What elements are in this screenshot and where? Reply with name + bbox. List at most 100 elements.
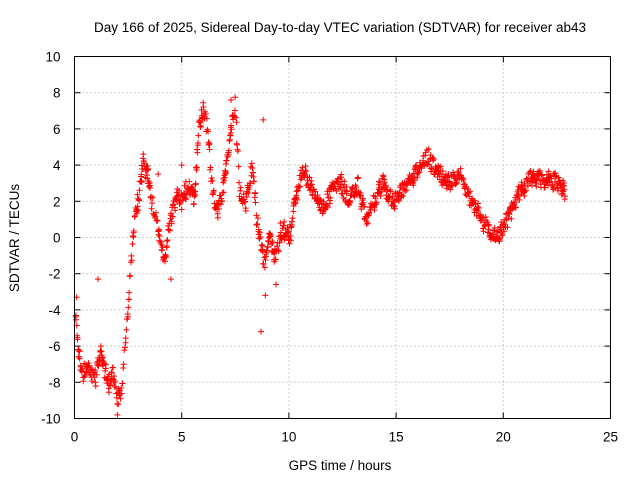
data-point: [380, 173, 387, 180]
data-point: [222, 170, 229, 177]
data-point: [439, 168, 446, 175]
data-point: [114, 411, 121, 418]
data-point: [193, 164, 200, 171]
data-point: [521, 192, 528, 199]
data-point: [533, 183, 540, 190]
data-point: [267, 232, 274, 239]
data-point: [221, 174, 228, 181]
data-point: [302, 163, 309, 170]
data-point: [158, 247, 165, 254]
data-point: [145, 183, 152, 190]
data-point: [276, 239, 283, 246]
data-point: [141, 158, 148, 165]
data-point: [118, 390, 125, 397]
data-point: [352, 190, 359, 197]
data-point: [545, 168, 552, 175]
data-point: [226, 137, 233, 144]
data-point: [117, 395, 124, 402]
data-point: [426, 161, 433, 168]
data-point: [475, 204, 482, 211]
data-point: [156, 233, 163, 240]
data-point: [400, 193, 407, 200]
x-tick-label: 25: [603, 430, 618, 445]
data-point: [149, 200, 156, 207]
data-point: [285, 228, 292, 235]
data-point: [122, 335, 129, 342]
data-point: [97, 347, 104, 354]
data-point: [294, 187, 301, 194]
data-point: [338, 190, 345, 197]
data-point: [275, 247, 282, 254]
data-point: [425, 145, 432, 152]
data-point: [446, 179, 453, 186]
data-point: [258, 241, 265, 248]
data-point: [309, 191, 316, 198]
data-point: [109, 364, 116, 371]
data-point: [181, 182, 188, 189]
data-point: [105, 389, 112, 396]
data-point: [539, 172, 546, 179]
data-point: [363, 221, 370, 228]
data-point: [205, 128, 212, 135]
data-point: [108, 369, 115, 376]
data-point: [372, 195, 379, 202]
data-point: [556, 177, 563, 184]
data-point: [172, 207, 179, 214]
data-point: [254, 221, 261, 228]
data-point: [232, 114, 239, 121]
data-point: [263, 247, 270, 254]
data-point: [254, 215, 261, 222]
data-point: [447, 186, 454, 193]
data-point: [234, 148, 241, 155]
data-point: [355, 174, 362, 181]
data-point: [72, 316, 79, 323]
data-point: [429, 157, 436, 164]
y-tick-label: -10: [41, 412, 61, 427]
data-point: [561, 186, 568, 193]
data-point: [155, 171, 162, 178]
data-point: [259, 242, 266, 249]
data-point: [168, 220, 175, 227]
data-point: [164, 238, 171, 244]
data-point: [493, 229, 500, 236]
data-point: [164, 237, 171, 244]
data-point: [129, 241, 136, 248]
data-point: [121, 344, 128, 351]
data-point: [260, 116, 267, 123]
data-point: [237, 184, 244, 191]
data-point: [527, 168, 534, 175]
data-point: [206, 146, 213, 153]
data-point: [82, 371, 89, 378]
y-tick-label: -2: [48, 267, 60, 282]
data-point: [118, 384, 125, 391]
data-point: [500, 228, 507, 235]
data-point: [192, 191, 199, 198]
data-point: [126, 289, 133, 296]
data-point: [505, 215, 512, 222]
data-point: [286, 240, 293, 247]
data-point: [538, 171, 545, 178]
data-point: [353, 184, 360, 191]
data-point: [243, 193, 250, 200]
data-point: [211, 205, 218, 212]
data-point: [235, 163, 242, 170]
x-tick-label: 5: [178, 430, 186, 445]
data-point: [130, 227, 137, 234]
data-point: [475, 208, 482, 215]
data-point: [512, 204, 519, 211]
data-point: [223, 157, 230, 164]
data-point: [178, 162, 185, 169]
data-point: [264, 244, 271, 251]
data-point: [287, 237, 294, 244]
data-point: [357, 192, 364, 199]
data-point: [203, 115, 210, 122]
data-point: [144, 175, 151, 182]
data-point: [338, 171, 345, 178]
data-point: [294, 196, 301, 203]
data-point: [190, 200, 197, 207]
data-point: [112, 378, 119, 385]
data-point: [508, 215, 515, 222]
data-point: [303, 168, 310, 175]
data-point: [373, 199, 380, 206]
data-point: [220, 177, 227, 184]
